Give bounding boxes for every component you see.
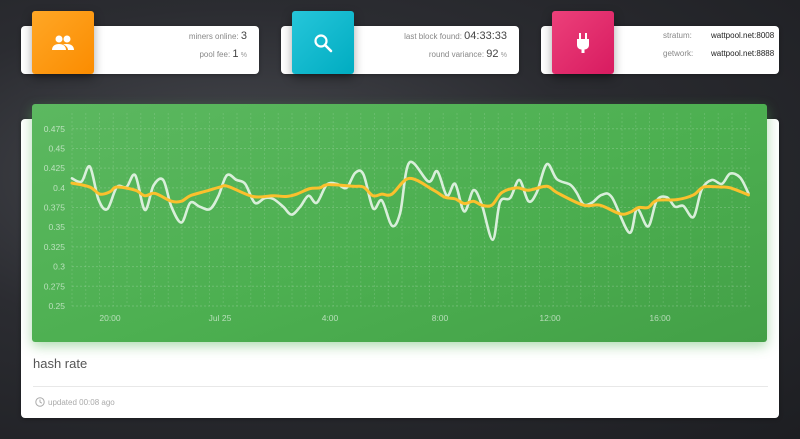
y-tick-label: 0.475 [44,124,66,134]
variance-unit: % [500,52,507,59]
pool-fee-unit: % [240,52,247,59]
miners-online-label: miners online: [188,32,239,41]
getwork-label: getwork: [663,49,694,58]
pool-fee-label: pool fee: [199,50,231,59]
card-title: hash rate [33,356,88,371]
pool-fee-value: 1 [232,48,239,60]
y-tick-label: 0.25 [48,301,65,311]
x-tick-label: 20:00 [99,313,121,323]
variance-label: round variance: [428,50,485,59]
chart-svg: 0.25 0.275 0.3 0.325 0.35 0.375 0.4 0.425 0.45 0.… [44,113,750,323]
y-tick-label: 0.45 [48,143,65,153]
updated-text: updated 00:08 ago [48,397,115,407]
card-footer: updated 00:08 ago [35,397,115,407]
x-tick-label: 16:00 [649,313,671,323]
last-block-value: 04:33:33 [464,30,507,42]
search-icon [292,11,354,74]
y-tick-label: 0.4 [53,183,65,193]
divider [33,386,768,387]
getwork-value[interactable]: wattpool.net:8888 [711,49,775,58]
y-tick-label: 0.425 [44,163,66,173]
plug-icon [552,11,614,74]
block-stat-card: last block found: 04:33:33 round varianc… [281,11,519,74]
stratum-value[interactable]: wattpool.net:8008 [711,31,775,40]
series-line-average [70,176,750,216]
servers-stat-card: stratum: wattpool.net:8008 getwork: watt… [541,11,779,74]
pool-fee: pool fee: 1 % [199,48,247,60]
y-tick-label: 0.3 [53,262,65,272]
x-tick-label: 12:00 [539,313,561,323]
clock-icon [35,397,45,407]
y-tick-label: 0.375 [44,203,66,213]
x-tick-label: 4:00 [322,313,339,323]
variance-value: 92 [486,48,499,60]
hashrate-chart: 0.25 0.275 0.3 0.325 0.35 0.375 0.4 0.425 0.45 0.… [32,104,767,342]
y-tick-label: 0.35 [48,222,65,232]
people-icon [32,11,94,74]
y-tick-label: 0.325 [44,242,66,252]
x-tick-label: 8:00 [432,313,449,323]
miners-stat-card: miners online: 3 pool fee: 1 % [21,11,259,74]
x-tick-label: Jul 25 [209,313,232,323]
y-tick-label: 0.275 [44,281,66,291]
miners-online-value: 3 [240,30,247,42]
last-block-label: last block found: [404,32,462,41]
round-variance: round variance: 92 % [429,48,507,60]
last-block-found: last block found: 04:33:33 [404,30,507,42]
miners-online: miners online: 3 [189,30,247,42]
stratum-label: stratum: [663,31,692,40]
